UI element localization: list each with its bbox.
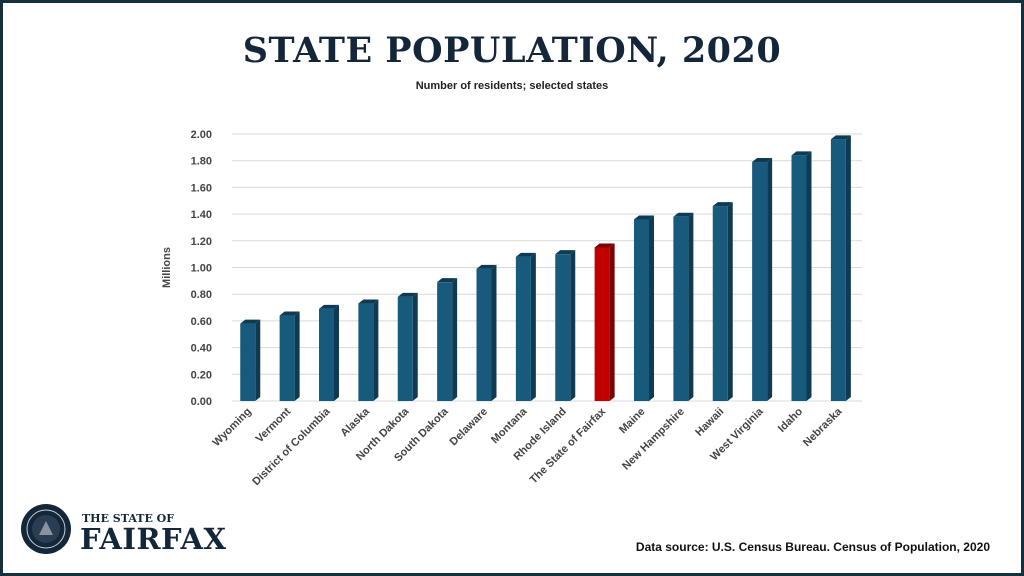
x-tick-label: Alaska <box>338 405 372 439</box>
state-seal-logo <box>21 504 71 554</box>
bar-front <box>752 162 768 401</box>
bar-new-hampshire <box>673 212 694 401</box>
bar-top <box>712 202 733 207</box>
bar-west-virginia <box>752 158 773 401</box>
y-tick-label: 1.20 <box>191 236 212 248</box>
bar-side <box>294 311 300 401</box>
bar-alaska <box>358 299 379 401</box>
logo-text-big: FAIRFAX <box>80 522 227 556</box>
bar-front <box>476 268 492 401</box>
bar-front <box>397 296 413 401</box>
bar-top <box>555 250 576 255</box>
y-tick-label: 0.60 <box>191 316 212 328</box>
bar-maine <box>634 215 654 401</box>
bar-front <box>555 254 571 401</box>
bar-front <box>594 247 610 401</box>
bar-front <box>673 216 689 401</box>
bar-top <box>397 292 418 297</box>
bar-front <box>515 256 531 401</box>
y-tick-label: 0.00 <box>191 396 212 408</box>
bar-nebraska <box>830 135 851 401</box>
bar-top <box>594 243 615 248</box>
bar-front <box>830 139 846 401</box>
bar-side <box>806 151 812 401</box>
bar-top <box>279 311 300 316</box>
bar-side <box>688 212 694 401</box>
bar-south-dakota <box>437 278 458 401</box>
x-tick-label: Nebraska <box>801 405 845 449</box>
bar-top <box>791 151 812 156</box>
y-axis-label: Millions <box>161 247 173 288</box>
y-tick-label: 0.20 <box>191 369 212 381</box>
bar-top <box>358 299 379 304</box>
bar-side <box>491 264 497 401</box>
y-tick-label: 1.80 <box>191 156 212 168</box>
bar-top <box>437 278 458 283</box>
bar-front <box>437 282 453 401</box>
bar-top <box>673 212 694 217</box>
y-tick-label: 1.60 <box>191 182 212 194</box>
bar-north-dakota <box>397 292 418 401</box>
bar-top <box>240 319 261 324</box>
bar-idaho <box>791 151 812 401</box>
bar-side <box>649 215 654 401</box>
bar-wyoming <box>240 319 261 401</box>
bar-front <box>634 219 649 401</box>
logo-text-small: THE STATE OF <box>82 512 175 525</box>
bar-top <box>830 135 851 140</box>
bar-delaware <box>476 264 497 401</box>
bar-front <box>791 155 807 401</box>
bar-front <box>319 308 334 401</box>
bar-side <box>727 202 733 401</box>
data-source: Data source: U.S. Census Bureau. Census … <box>635 540 990 554</box>
bar-side <box>373 299 379 401</box>
bar-side <box>412 292 418 401</box>
chart-title: STATE POPULATION, 2020 <box>242 30 782 71</box>
x-tick-label: District of Columbia <box>250 405 333 488</box>
x-tick-label: Hawaii <box>693 406 726 439</box>
bar-front <box>240 323 256 401</box>
bar-rhode-island <box>555 250 576 401</box>
y-tick-label: 2.00 <box>191 129 212 141</box>
y-tick-label: 0.80 <box>191 289 212 301</box>
y-tick-label: 1.40 <box>191 209 212 221</box>
bar-side <box>767 158 773 401</box>
x-tick-label: The State of Fairfax <box>528 405 609 486</box>
bar-front <box>358 303 374 401</box>
bar-montana <box>515 252 536 401</box>
x-tick-label: Idaho <box>776 405 805 434</box>
bar-front <box>279 315 295 401</box>
y-tick-label: 0.40 <box>191 343 212 355</box>
bar-vermont <box>279 311 300 401</box>
x-tick-label: Delaware <box>447 406 490 449</box>
bar-front <box>712 206 728 401</box>
bar-side <box>609 243 615 401</box>
x-tick-label: Wyoming <box>211 406 254 449</box>
bar-top <box>476 264 497 269</box>
bar-district-of-columbia <box>319 304 339 401</box>
bar-side <box>530 252 536 401</box>
bar-side <box>255 319 261 401</box>
bar-hawaii <box>712 202 733 401</box>
y-tick-label: 1.00 <box>191 263 212 275</box>
bar-side <box>845 135 851 401</box>
bar-top <box>634 215 654 220</box>
x-tick-label: Vermont <box>254 405 294 445</box>
bar-side <box>452 278 458 401</box>
bar-top <box>515 252 536 257</box>
bar-side <box>570 250 576 401</box>
bar-top <box>319 304 339 309</box>
x-tick-label: Maine <box>617 406 648 437</box>
x-tick-label: Montana <box>489 405 530 446</box>
chart-subtitle: Number of residents; selected states <box>415 80 609 92</box>
bar-top <box>752 158 773 163</box>
bar-the-state-of-fairfax <box>594 243 615 401</box>
bar-side <box>334 304 339 401</box>
